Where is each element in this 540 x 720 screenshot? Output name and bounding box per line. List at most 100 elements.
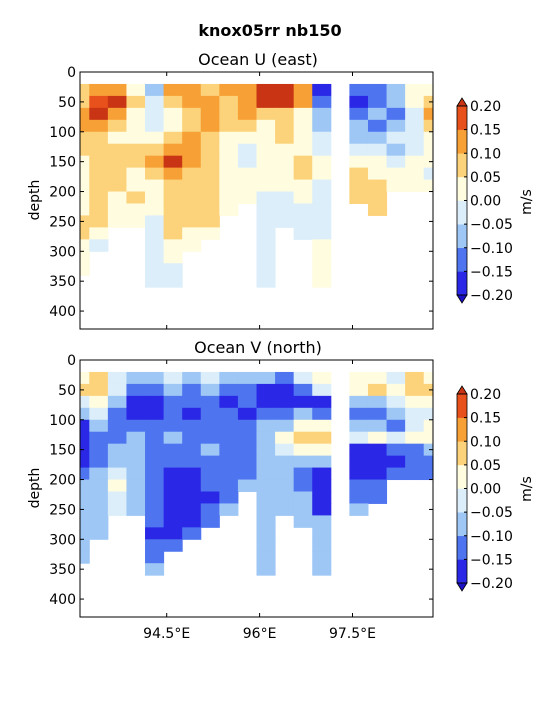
field-cell <box>386 83 406 97</box>
field-cell <box>145 539 165 552</box>
field-cell <box>256 407 276 421</box>
field-cell <box>405 167 425 181</box>
panel-u-frame <box>79 71 434 330</box>
field-cell <box>163 95 183 109</box>
field-cell <box>256 155 276 169</box>
field-cell <box>107 431 127 445</box>
field-cell <box>163 479 183 492</box>
field-cell <box>80 503 90 516</box>
field-cell <box>423 119 434 133</box>
field-cell <box>80 419 90 433</box>
field-cell <box>237 407 257 421</box>
colorbar-extend-min <box>456 294 468 304</box>
field-cell <box>423 83 434 97</box>
field-cell <box>107 455 127 469</box>
field-cell <box>423 179 434 193</box>
panel-u-field <box>80 83 434 288</box>
field-cell <box>107 167 127 181</box>
field-cell <box>219 95 239 109</box>
field-cell <box>349 167 369 181</box>
field-cell <box>89 191 109 204</box>
field-cell <box>107 107 127 121</box>
field-cell <box>219 155 239 169</box>
field-cell <box>182 479 202 492</box>
field-cell <box>349 371 369 385</box>
field-cell <box>89 431 109 445</box>
field-cell <box>163 515 183 528</box>
field-cell <box>423 443 434 457</box>
y-tick-label: 400 <box>49 592 76 608</box>
field-cell <box>312 455 332 469</box>
colorbar-tick-label: −0.10 <box>470 241 513 257</box>
field-cell <box>163 119 183 133</box>
field-cell <box>312 107 332 121</box>
field-cell <box>200 143 220 157</box>
field-cell <box>275 491 295 504</box>
field-cell <box>349 95 369 109</box>
panel-u-ylabel: depth <box>27 180 43 221</box>
field-cell <box>80 203 90 216</box>
field-cell <box>256 515 276 528</box>
field-cell <box>200 119 220 133</box>
field-cell <box>219 467 239 481</box>
field-cell <box>80 95 90 109</box>
colorbar-tick-label: 0.10 <box>470 434 501 450</box>
colorbar-tick-label: −0.10 <box>470 529 513 545</box>
field-cell <box>367 131 388 145</box>
field-cell <box>275 167 295 181</box>
field-cell <box>126 383 146 397</box>
field-cell <box>275 119 295 133</box>
field-cell <box>367 371 388 385</box>
field-cell <box>80 407 90 421</box>
colorbar-swatch <box>457 200 467 225</box>
field-cell <box>349 179 369 193</box>
field-cell <box>182 203 202 216</box>
colorbar-swatch <box>457 512 467 537</box>
x-tick-label: 96°E <box>243 626 277 642</box>
field-cell <box>107 467 127 481</box>
field-cell <box>256 419 276 433</box>
field-cell <box>163 431 183 445</box>
field-cell <box>163 395 183 409</box>
field-cell <box>349 383 369 397</box>
field-cell <box>405 443 425 457</box>
field-cell <box>423 167 434 181</box>
field-cell <box>219 371 239 385</box>
field-cell <box>89 395 109 409</box>
field-cell <box>219 143 239 157</box>
field-cell <box>80 131 90 145</box>
field-cell <box>182 455 202 469</box>
panel-v-frame <box>79 359 434 618</box>
field-cell <box>367 203 388 216</box>
field-cell <box>80 251 90 264</box>
field-cell <box>145 95 165 109</box>
field-cell <box>182 443 202 457</box>
field-cell <box>423 107 434 121</box>
field-cell <box>367 83 388 97</box>
field-cell <box>275 419 295 433</box>
field-cell <box>219 491 239 504</box>
field-cell <box>89 107 109 121</box>
field-cell <box>293 371 313 385</box>
field-cell <box>312 179 332 193</box>
field-cell <box>163 371 183 385</box>
panel-u-title: Ocean U (east) <box>198 50 318 69</box>
field-cell <box>386 407 406 421</box>
colorbar-swatch <box>457 153 467 178</box>
panel-v: Ocean V (north) 0 50 100 150 200 250 300 350 400… <box>27 338 434 642</box>
colorbar-tick-label: −0.15 <box>470 264 513 280</box>
field-cell <box>293 443 313 457</box>
panel-u: Ocean U (east) 050100150200250300350400 … <box>27 50 434 330</box>
colorbar-tick-label: −0.15 <box>470 552 513 568</box>
field-cell <box>405 179 425 193</box>
field-cell <box>405 155 425 169</box>
field-cell <box>423 131 434 145</box>
panel-v-ylabel: depth <box>27 468 43 509</box>
field-cell <box>256 143 276 157</box>
field-cell <box>145 371 165 385</box>
field-cell <box>293 467 313 481</box>
field-cell <box>349 503 369 516</box>
field-cell <box>126 107 146 121</box>
field-cell <box>386 467 406 481</box>
